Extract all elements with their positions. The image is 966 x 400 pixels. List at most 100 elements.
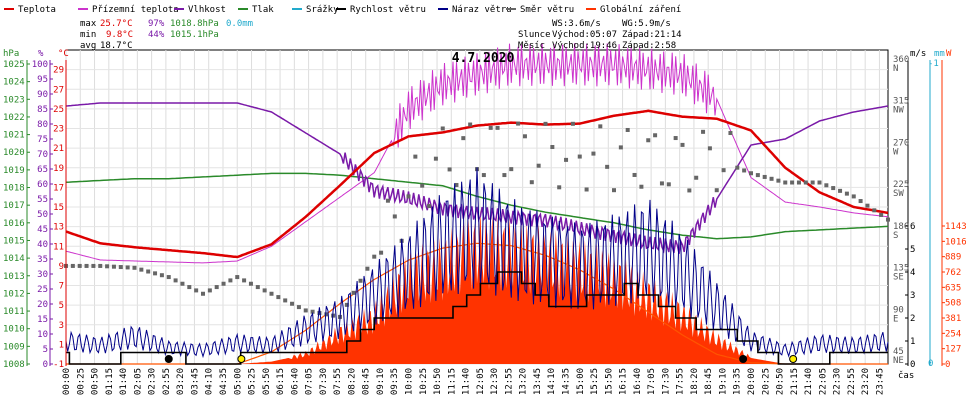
x-tick-label: 10:50	[433, 368, 443, 395]
x-tick-label: 21:15	[790, 368, 800, 395]
direction-point	[858, 199, 863, 204]
pct-tick-label: 75	[37, 135, 48, 145]
w-tick-label: 1016	[945, 237, 966, 247]
direction-point	[296, 305, 301, 310]
hpa-tick-label: 1020	[3, 148, 25, 158]
x-tick-label: 21:40	[804, 368, 814, 395]
direction-point	[70, 263, 75, 268]
info-wg: WG:5.9m/s	[622, 19, 671, 29]
direction-point	[564, 157, 569, 162]
direction-point	[242, 278, 247, 283]
stats-max-temp: 25.7°C	[100, 19, 133, 29]
direction-point	[783, 180, 788, 185]
direction-point	[228, 278, 233, 283]
moon-rise-marker	[739, 355, 748, 363]
hpa-tick-label: 1015	[3, 236, 25, 246]
x-tick-label: 17:30	[661, 368, 671, 395]
temp-tick-label: 27	[53, 85, 64, 95]
direction-point	[509, 167, 514, 172]
direction-point	[84, 263, 89, 268]
info-sun-label: Slunce	[518, 30, 551, 40]
direction-point	[749, 171, 753, 176]
direction-point	[618, 145, 623, 150]
legend-label: Srážky	[306, 5, 339, 15]
direction-point	[290, 301, 295, 306]
w-tick-label: 508	[945, 299, 961, 309]
direction-point	[310, 309, 315, 314]
stats-max-label: max	[80, 19, 97, 29]
direction-point	[659, 181, 664, 186]
hpa-tick-label: 1016	[3, 219, 25, 229]
direction-point	[666, 182, 671, 187]
pct-tick-label: 100	[32, 60, 48, 70]
hpa-tick-label: 1012	[3, 289, 25, 299]
legend-label: Náraz větru	[452, 5, 512, 15]
pct-tick-label: 45	[37, 225, 48, 235]
x-tick-label: 00:50	[91, 368, 101, 395]
sun-rise-marker	[237, 355, 246, 363]
w-axis-unit: W	[946, 49, 952, 59]
direction-point	[201, 291, 205, 296]
x-tick-label: 09:10	[376, 368, 386, 395]
ms-tick-label: 3	[910, 291, 915, 301]
direction-point	[735, 165, 740, 170]
x-tick-label: 20:00	[747, 368, 757, 395]
x-tick-label: 19:10	[719, 368, 729, 395]
direction-point	[427, 204, 432, 209]
temp-tick-label: 3	[59, 321, 64, 331]
pct-tick-label: 10	[37, 330, 48, 340]
hpa-tick-label: 1013	[3, 272, 25, 282]
info-sun-rise: Východ:05:07	[552, 30, 617, 40]
hpa-tick-label: 1021	[3, 131, 25, 141]
pct-tick-label: 65	[37, 165, 48, 175]
x-tick-label: 15:00	[576, 368, 586, 395]
legend-label: Teplota	[18, 5, 56, 15]
dir-tick-compass: SE	[893, 273, 904, 283]
direction-point	[598, 124, 603, 129]
sun-set-marker	[789, 355, 798, 363]
x-tick-label: 07:30	[319, 368, 329, 395]
direction-point	[694, 175, 699, 180]
x-tick-label: 15:25	[590, 368, 600, 395]
direction-point	[687, 188, 692, 193]
x-tick-label: 17:05	[647, 368, 657, 395]
direction-point	[529, 180, 534, 185]
temp-tick-label: 11	[53, 242, 64, 252]
direction-point	[639, 184, 644, 189]
x-tick-label: 08:45	[362, 368, 372, 395]
direction-point	[550, 145, 555, 150]
x-tick-label: 14:35	[562, 368, 572, 395]
dir-tick-deg: 225	[893, 180, 909, 190]
direction-point	[838, 188, 843, 193]
direction-point	[392, 214, 397, 219]
ms-tick-label: 0	[910, 360, 915, 370]
direction-point	[673, 136, 678, 141]
direction-point	[776, 178, 781, 183]
ms-tick-label: 1	[910, 337, 915, 347]
temp-tick-label: -1	[53, 360, 64, 370]
x-tick-label: 00:25	[76, 368, 86, 395]
x-tick-label: 13:20	[519, 368, 529, 395]
pct-axis-unit: %	[38, 49, 44, 59]
x-tick-label: 15:50	[604, 368, 614, 395]
info-moon-label: Měsíc	[518, 41, 545, 51]
temp-tick-label: 13	[53, 223, 64, 233]
dir-tick-compass: NE	[893, 356, 904, 366]
dir-tick-compass: N	[893, 64, 898, 74]
x-tick-label: 01:40	[119, 368, 129, 395]
x-tick-label: 18:45	[704, 368, 714, 395]
x-axis-unit: čas	[898, 370, 914, 381]
direction-point	[461, 136, 466, 141]
direction-point	[653, 133, 658, 138]
chart-title: 4.7.2020	[452, 51, 515, 66]
dir-tick-compass: E	[893, 314, 898, 324]
direction-point	[865, 203, 870, 208]
direction-point	[379, 250, 384, 255]
pct-tick-label: 20	[37, 300, 48, 310]
direction-point	[221, 281, 226, 286]
ground-temp-line	[65, 43, 889, 264]
direction-point	[248, 281, 253, 286]
stats-max-hum: 97%	[148, 19, 165, 29]
temp-tick-label: 29	[53, 66, 64, 76]
